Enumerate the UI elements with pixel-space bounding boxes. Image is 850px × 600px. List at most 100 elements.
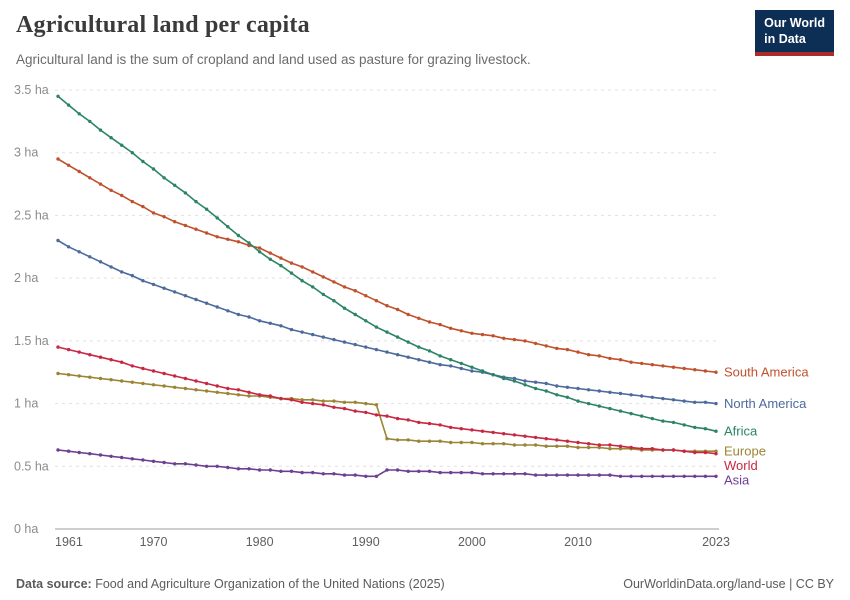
data-point [714,449,718,453]
data-point [470,428,474,432]
data-point [682,399,686,403]
data-point [109,454,113,458]
data-point [427,439,432,443]
owid-logo[interactable]: Our World in Data [755,10,834,56]
data-point [640,447,644,451]
data-point [66,245,71,249]
data-point [586,353,591,357]
data-point [470,369,474,373]
data-point [714,370,718,374]
data-point [417,439,421,443]
data-point [555,393,559,397]
data-point [565,439,570,443]
data-point [247,241,251,245]
data-point [332,337,336,342]
data-point [109,136,113,140]
data-point [151,282,156,287]
data-point [586,388,591,392]
data-point [215,305,219,309]
data-point [576,445,580,450]
series-label-europe: Europe [724,444,766,459]
data-point [597,473,601,477]
data-point [141,366,145,371]
data-point [650,474,654,478]
data-point [597,389,601,393]
chart-subtitle: Agricultural land is the sum of cropland… [16,52,531,67]
data-point [385,468,389,472]
data-point [555,384,559,388]
data-point [130,151,134,155]
x-axis-tick-label: 2023 [702,535,730,549]
data-point [77,450,81,455]
data-point [120,143,124,147]
y-axis-tick-label: 0.5 ha [14,459,49,473]
data-point [321,403,325,407]
data-point [353,289,357,293]
data-point [311,270,315,274]
data-point [332,299,336,303]
data-point [671,474,676,478]
data-point [555,473,559,477]
data-point [120,193,124,198]
data-point [512,443,517,447]
data-point [141,204,145,209]
data-point [671,398,676,402]
data-point [257,250,262,254]
data-point [459,329,463,333]
data-point [120,270,124,274]
data-point [640,474,644,478]
data-point [268,394,272,398]
data-point [491,430,495,435]
data-point [56,157,60,161]
data-point [257,246,262,250]
data-point [247,467,251,471]
data-point [332,399,336,403]
data-point [661,474,665,478]
data-point [427,320,432,324]
data-point [151,369,156,373]
data-point [395,416,400,421]
data-point [300,279,304,283]
data-point [502,336,506,340]
data-point [364,401,368,406]
data-point [364,319,368,323]
data-point [311,398,315,402]
data-point [427,469,432,473]
data-point [120,360,124,364]
data-point [703,450,708,455]
data-point [470,331,474,335]
data-point [555,346,559,351]
data-point [204,207,209,211]
data-point [523,379,527,383]
data-point [300,265,304,269]
data-point [438,423,442,427]
data-point [88,452,92,456]
x-axis-tick-label: 1961 [55,535,83,549]
data-point [215,216,219,220]
data-point [661,448,665,452]
data-point [353,312,357,317]
data-point [480,472,485,476]
data-point [438,439,442,443]
data-point [109,188,113,192]
data-point [406,418,410,422]
data-point [194,227,198,231]
data-point [215,235,219,239]
data-point [438,354,442,358]
data-point [597,445,601,450]
data-point [236,312,241,317]
data-point [714,452,718,456]
data-point [629,474,633,478]
data-point [512,376,517,381]
series-label-africa: Africa [724,424,758,439]
data-point [459,440,463,445]
data-point [671,420,676,425]
owid-logo-line1: Our World [764,16,825,30]
data-point [406,438,410,442]
data-point [512,433,517,437]
credit-link[interactable]: OurWorldinData.org/land-use | CC BY [623,577,834,591]
data-point [98,453,103,457]
data-point [385,330,389,334]
data-point [449,358,453,362]
series-label-south-america: South America [724,365,809,380]
